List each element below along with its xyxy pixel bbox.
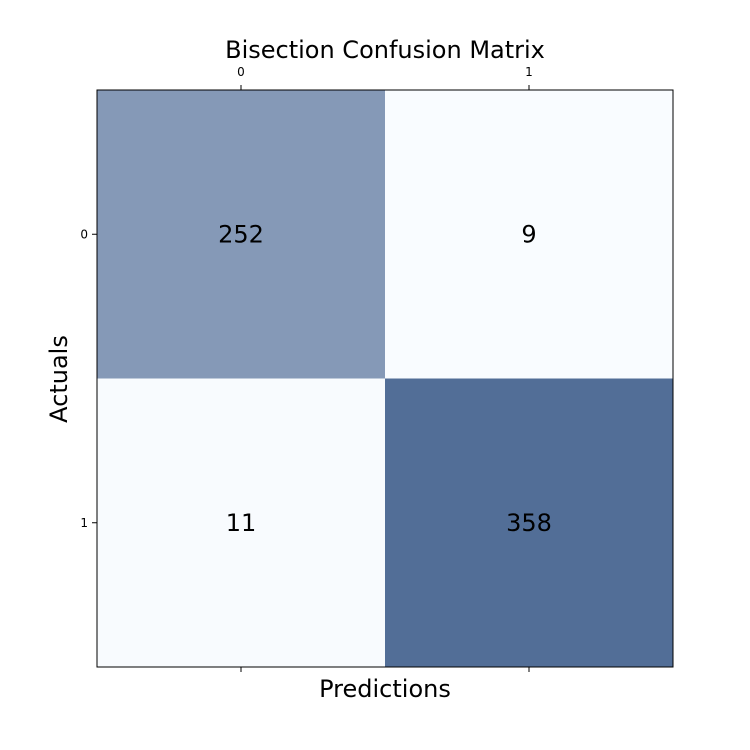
- cell-value-r1-c0: 11: [226, 509, 257, 537]
- chart-title: Bisection Confusion Matrix: [225, 36, 545, 64]
- x-axis-label: Predictions: [319, 675, 451, 703]
- y-tick-label-0: 0: [80, 227, 88, 241]
- axis-ticks: 0 1 0 1: [80, 65, 533, 672]
- heatmap-cell-r0-c0: [97, 90, 385, 379]
- y-axis-label: Actuals: [45, 335, 73, 423]
- plot-frame: [96, 89, 674, 668]
- heatmap-cells: [97, 90, 673, 667]
- heatmap-cell-r1-c1: [385, 378, 673, 667]
- heatmap-cell-r1-c0: [97, 378, 385, 667]
- x-tick-label-0: 0: [237, 65, 245, 79]
- cell-value-labels: 252 9 11 358: [218, 220, 552, 537]
- cell-value-r1-c1: 358: [506, 509, 552, 537]
- cell-value-r0-c1: 9: [521, 220, 536, 248]
- y-tick-label-1: 1: [80, 516, 88, 530]
- x-tick-label-1: 1: [525, 65, 533, 79]
- heatmap-cell-r0-c1: [385, 90, 673, 379]
- cell-value-r0-c0: 252: [218, 220, 264, 248]
